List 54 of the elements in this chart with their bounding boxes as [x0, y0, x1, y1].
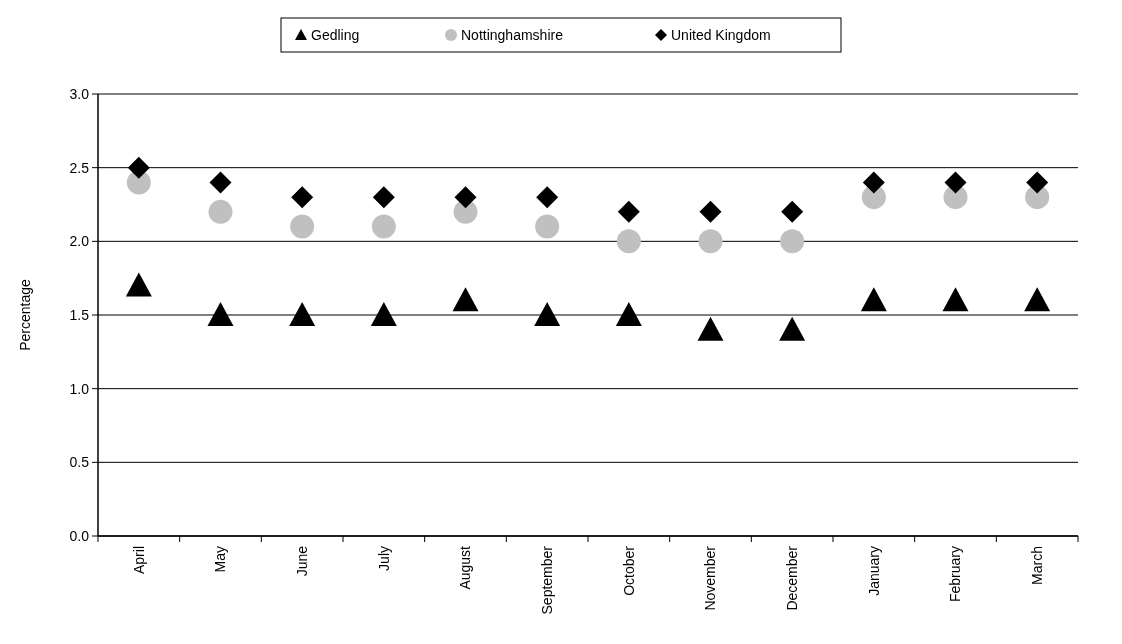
point: [371, 214, 396, 239]
point: [1026, 171, 1049, 194]
x-tick-label: June: [294, 545, 311, 577]
point: [942, 287, 969, 312]
point: [781, 200, 804, 223]
x-tick-label: September: [539, 545, 556, 615]
y-tick-label: 2.0: [69, 233, 90, 250]
point: [1024, 287, 1051, 312]
x-tick-label: December: [784, 545, 801, 611]
point: [208, 199, 233, 224]
point: [534, 302, 561, 326]
point: [698, 229, 723, 254]
point: [372, 186, 395, 209]
x-tick-label: August: [457, 545, 474, 590]
point: [370, 302, 397, 326]
point: [125, 272, 152, 297]
x-tick-label: March: [1029, 546, 1046, 585]
point: [780, 229, 805, 254]
legend-label: Gedling: [311, 26, 360, 43]
x-tick-label: February: [947, 546, 964, 603]
y-tick-label: 0.0: [69, 527, 90, 544]
point: [452, 287, 479, 312]
x-tick-label: July: [375, 546, 392, 571]
x-tick-label: May: [212, 546, 229, 573]
x-tick-label: April: [130, 546, 147, 575]
y-tick-label: 1.5: [69, 306, 90, 323]
point: [862, 171, 885, 194]
point: [616, 229, 641, 254]
point: [944, 171, 967, 194]
point: [127, 156, 150, 179]
x-tick-label: October: [620, 545, 637, 596]
point: [615, 302, 642, 326]
point: [454, 186, 477, 209]
point: [289, 302, 316, 326]
point: [617, 200, 640, 223]
point: [860, 287, 887, 312]
point: [699, 200, 722, 223]
point: [536, 186, 559, 209]
y-tick-label: 0.5: [69, 454, 90, 471]
y-tick-label: 2.5: [69, 159, 90, 176]
point: [779, 316, 806, 341]
point: [207, 302, 234, 326]
x-tick-label: January: [865, 546, 882, 596]
point: [535, 214, 560, 239]
y-tick-label: 1.0: [69, 380, 90, 397]
point: [209, 171, 232, 194]
y-tick-label: 3.0: [69, 85, 90, 102]
legend-label: Nottinghamshire: [461, 26, 564, 43]
legend-label: United Kingdom: [671, 26, 771, 43]
x-tick-label: November: [702, 545, 719, 611]
point: [697, 316, 724, 341]
point: [290, 214, 315, 239]
y-axis-title: Percentage: [17, 278, 33, 351]
point: [291, 186, 314, 209]
